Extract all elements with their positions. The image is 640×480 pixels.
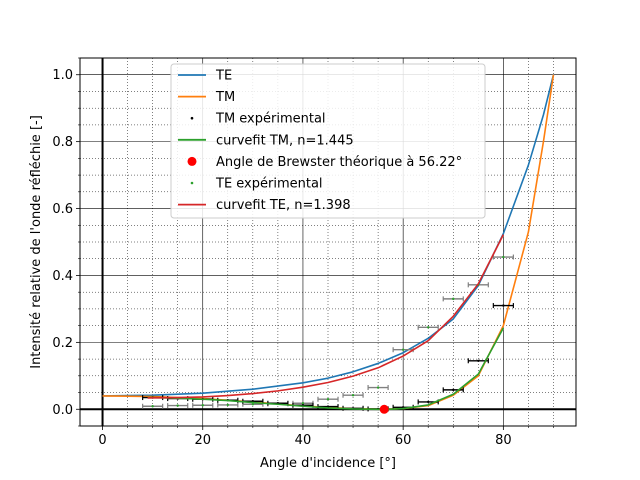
- legend-label: Angle de Brewster théorique à 56.22°: [216, 155, 462, 170]
- legend-swatch-marker: [187, 156, 197, 166]
- tm-exp-point: [502, 304, 505, 307]
- te-exp-point: [376, 386, 380, 389]
- legend-label: curvefit TE, n=1.398: [216, 198, 351, 213]
- x-tick-label: 40: [295, 433, 312, 448]
- y-tick-label: 0.2: [52, 336, 73, 351]
- te-exp-point: [502, 255, 505, 259]
- y-tick-label: 0.8: [52, 135, 73, 150]
- te-line: [102, 74, 555, 397]
- te-exp-point: [326, 398, 330, 401]
- axis-ticks: [76, 57, 554, 430]
- x-axis-label: Angle d'incidence [°]: [260, 456, 396, 471]
- brewster-marker: [379, 404, 389, 414]
- y-tick-label: 1.0: [52, 68, 73, 83]
- legend-label: TE expérimental: [215, 177, 323, 192]
- data-layer: [102, 74, 555, 414]
- x-tick-label: 20: [194, 433, 211, 448]
- te-exp-point: [226, 403, 229, 407]
- tick-labels: 0 20 40 60 80 0.0 0.2 0.4 0.6 0.8 1.0: [52, 68, 511, 448]
- te-exp-point: [201, 404, 204, 407]
- legend-label: TM: [215, 90, 235, 105]
- legend-swatch-marker: [190, 181, 194, 185]
- x-tick-label: 60: [395, 433, 412, 448]
- legend-label: TE: [215, 69, 232, 84]
- te-exp-point: [351, 394, 355, 397]
- legend-label: TM expérimental: [215, 112, 326, 127]
- tm-exp-point: [477, 359, 480, 362]
- te-fit-line: [147, 234, 505, 399]
- legend-swatch-marker: [190, 116, 194, 120]
- legend-label: curvefit TM, n=1.445: [216, 133, 354, 148]
- y-tick-label: 0.0: [52, 403, 73, 418]
- te-exp-point: [427, 326, 430, 329]
- zero-lines: [80, 58, 576, 426]
- minor-grid: [80, 57, 576, 427]
- te-exp-point: [401, 348, 405, 351]
- y-tick-label: 0.6: [52, 202, 73, 217]
- x-tick-label: 80: [495, 433, 512, 448]
- te-exp-point: [151, 405, 154, 408]
- legend-box: [170, 63, 486, 219]
- te-exp-point: [452, 297, 455, 301]
- tm-fit-line: [147, 327, 505, 411]
- te-exp-point: [176, 404, 179, 407]
- te-exp-point: [251, 403, 255, 406]
- y-tick-label: 0.4: [52, 269, 73, 284]
- tm-exp-point: [427, 400, 430, 404]
- legend: TE TM TM expérimental curvefit TM, n=1.445 A…: [170, 63, 486, 219]
- tm-exp-point: [452, 388, 455, 392]
- te-exp-point: [301, 402, 305, 405]
- x-tick-label: 0: [98, 433, 106, 448]
- y-axis-label: Intensité relative de l'onde réfléchie […: [29, 115, 44, 369]
